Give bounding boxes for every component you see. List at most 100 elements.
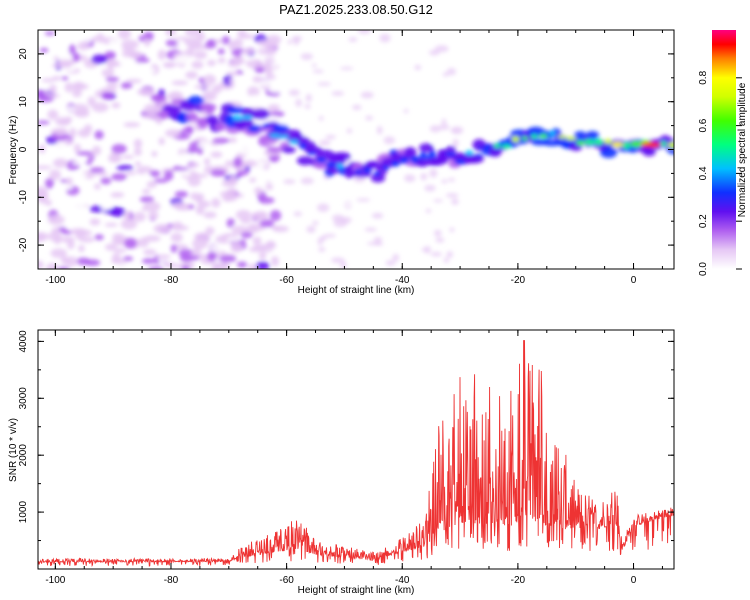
noise-blob (215, 234, 232, 244)
noise-blob (73, 143, 81, 153)
noise-blob (349, 96, 357, 101)
noise-blob (236, 172, 244, 177)
noise-blob (141, 258, 156, 264)
noise-blob (414, 64, 422, 71)
colorbar-tick-label: 0.8 (698, 70, 709, 84)
ridge-halo (344, 169, 355, 179)
noise-blob (330, 257, 345, 263)
noise-blob (249, 177, 257, 183)
noise-blob (76, 257, 91, 266)
noise-blob (207, 31, 221, 37)
noise-blob (210, 151, 223, 158)
ridge-core (583, 139, 596, 145)
ridge-core (299, 142, 307, 150)
y-tick-label: 0 (18, 146, 29, 152)
noise-blob (193, 187, 211, 194)
noise-blob (373, 241, 384, 246)
noise-blob (352, 152, 360, 161)
x-tick-label: -60 (279, 575, 294, 586)
noise-blob (237, 143, 255, 155)
noise-blob (66, 105, 77, 112)
snr-x-ticks: -100 -80 -60 -40 -20 0 (45, 330, 663, 586)
noise-blob (221, 35, 231, 45)
x-tick-label: 0 (631, 575, 637, 586)
noise-blob (424, 246, 432, 254)
noise-blob (421, 247, 428, 252)
x-tick-label: -100 (45, 575, 65, 586)
noise-blob (269, 177, 280, 187)
noise-blob (431, 141, 445, 145)
noise-blob (365, 115, 374, 121)
noise-blob (121, 154, 135, 159)
noise-blob (217, 48, 225, 55)
noise-blob (311, 63, 317, 68)
x-tick-label: -20 (511, 275, 526, 286)
noise-blob (105, 76, 120, 83)
noise-blob (267, 104, 281, 112)
noise-blob (262, 62, 273, 70)
noise-blob (151, 150, 158, 157)
noise-blob (67, 239, 75, 250)
noise-blob (139, 181, 147, 189)
noise-blob (58, 66, 76, 73)
noise-blob (38, 165, 52, 170)
noise-blob (449, 227, 455, 233)
noise-blob (235, 209, 252, 220)
noise-blob (295, 98, 302, 108)
noise-blob (452, 138, 459, 148)
noise-blob (68, 44, 76, 55)
noise-blob (101, 67, 115, 78)
noise-blob (38, 232, 46, 243)
noise-blob (369, 221, 379, 227)
noise-blob (128, 50, 142, 59)
noise-blob (116, 164, 134, 171)
noise-blob (346, 128, 353, 134)
y-tick-label: -20 (18, 237, 29, 252)
noise-blob (300, 177, 314, 185)
y-tick-label: 10 (18, 96, 29, 108)
noise-blob (49, 147, 63, 155)
ridge-halo (162, 105, 182, 112)
noise-blob (315, 101, 324, 108)
noise-blob (46, 262, 59, 269)
noise-blob (163, 62, 176, 69)
ridge-core (611, 142, 624, 148)
noise-blob (111, 143, 127, 154)
noise-blob (293, 37, 300, 46)
noise-blob (407, 170, 418, 175)
noise-blob (55, 184, 73, 191)
noise-blob (333, 242, 341, 249)
noise-blob (266, 73, 276, 81)
noise-blob (44, 199, 53, 206)
ridge-core (622, 142, 631, 149)
noise-blob (76, 151, 93, 156)
noise-blob (203, 74, 216, 85)
noise-blob (424, 184, 436, 192)
noise-blob (357, 30, 372, 34)
noise-blob (304, 104, 311, 109)
noise-blob (120, 82, 133, 89)
noise-blob (216, 62, 232, 73)
noise-blob (305, 93, 312, 103)
noise-blob (306, 225, 316, 234)
noise-blob (245, 58, 263, 69)
noise-blob (149, 170, 161, 178)
ridge-halo (272, 124, 290, 132)
noise-blob (205, 226, 215, 236)
noise-blob (72, 160, 90, 166)
noise-blob (240, 231, 253, 239)
noise-blob (91, 102, 109, 113)
noise-blob (228, 41, 236, 51)
ridge-halo (370, 173, 386, 183)
noise-blob (111, 102, 121, 109)
ridge-halo (445, 145, 457, 154)
ridge-core (224, 114, 233, 121)
noise-blob (340, 66, 354, 71)
noise-blob (287, 39, 293, 45)
noise-blob (96, 172, 109, 177)
noise-blob (184, 37, 203, 47)
ridge-core (630, 141, 642, 148)
ridge-core (373, 171, 381, 176)
noise-blob (103, 209, 122, 215)
